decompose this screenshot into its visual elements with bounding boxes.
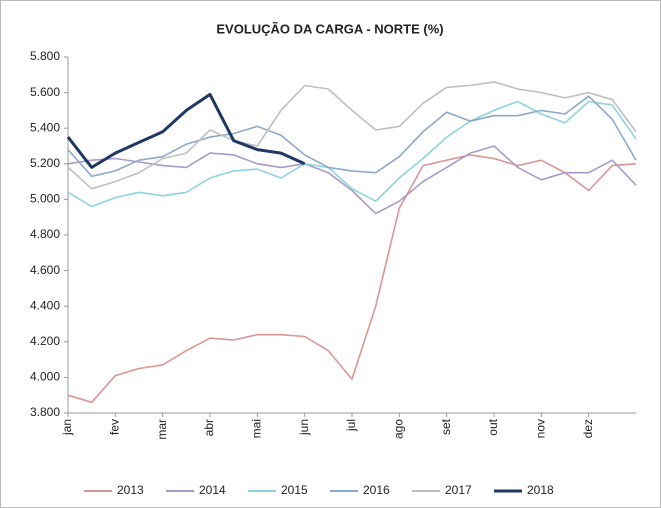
series-line bbox=[67, 145, 637, 215]
x-tick-label: abr bbox=[202, 419, 216, 436]
legend-label: 2016 bbox=[363, 483, 390, 497]
series-line bbox=[67, 100, 637, 208]
y-tick-label: 4.600 bbox=[30, 263, 60, 277]
x-tick-label: mar bbox=[155, 419, 169, 440]
x-tick-label: jan bbox=[60, 419, 74, 436]
x-tick-label: jun bbox=[297, 419, 311, 436]
x-tick-label: mai bbox=[250, 419, 264, 438]
series-line bbox=[67, 95, 637, 178]
y-tick-label: 4.000 bbox=[30, 370, 60, 384]
y-tick-label: 5.000 bbox=[30, 192, 60, 206]
series-line bbox=[66, 92, 306, 169]
x-tick-label: set bbox=[439, 418, 453, 435]
legend-label: 2015 bbox=[281, 483, 308, 497]
chart-title: EVOLUÇÃO DA CARGA - NORTE (%) bbox=[216, 21, 443, 36]
legend-label: 2017 bbox=[445, 483, 472, 497]
x-tick-label: nov bbox=[534, 419, 548, 438]
legend-label: 2013 bbox=[117, 483, 144, 497]
legend-label: 2018 bbox=[527, 483, 554, 497]
x-tick-label: ago bbox=[392, 419, 406, 439]
y-tick-label: 5.800 bbox=[30, 49, 60, 63]
x-tick-label: jul bbox=[344, 419, 358, 432]
series-line bbox=[67, 81, 637, 190]
x-tick-label: dez bbox=[581, 419, 595, 438]
y-tick-label: 3.800 bbox=[30, 405, 60, 419]
y-tick-label: 5.600 bbox=[30, 85, 60, 99]
y-tick-label: 4.400 bbox=[30, 298, 60, 312]
x-tick-label: fev bbox=[108, 419, 122, 435]
series-line bbox=[67, 154, 637, 404]
y-tick-label: 4.800 bbox=[30, 227, 60, 241]
x-tick-label: out bbox=[486, 418, 500, 435]
legend-label: 2014 bbox=[199, 483, 226, 497]
y-tick-label: 5.200 bbox=[30, 156, 60, 170]
y-tick-label: 4.200 bbox=[30, 334, 60, 348]
y-tick-label: 5.400 bbox=[30, 120, 60, 134]
